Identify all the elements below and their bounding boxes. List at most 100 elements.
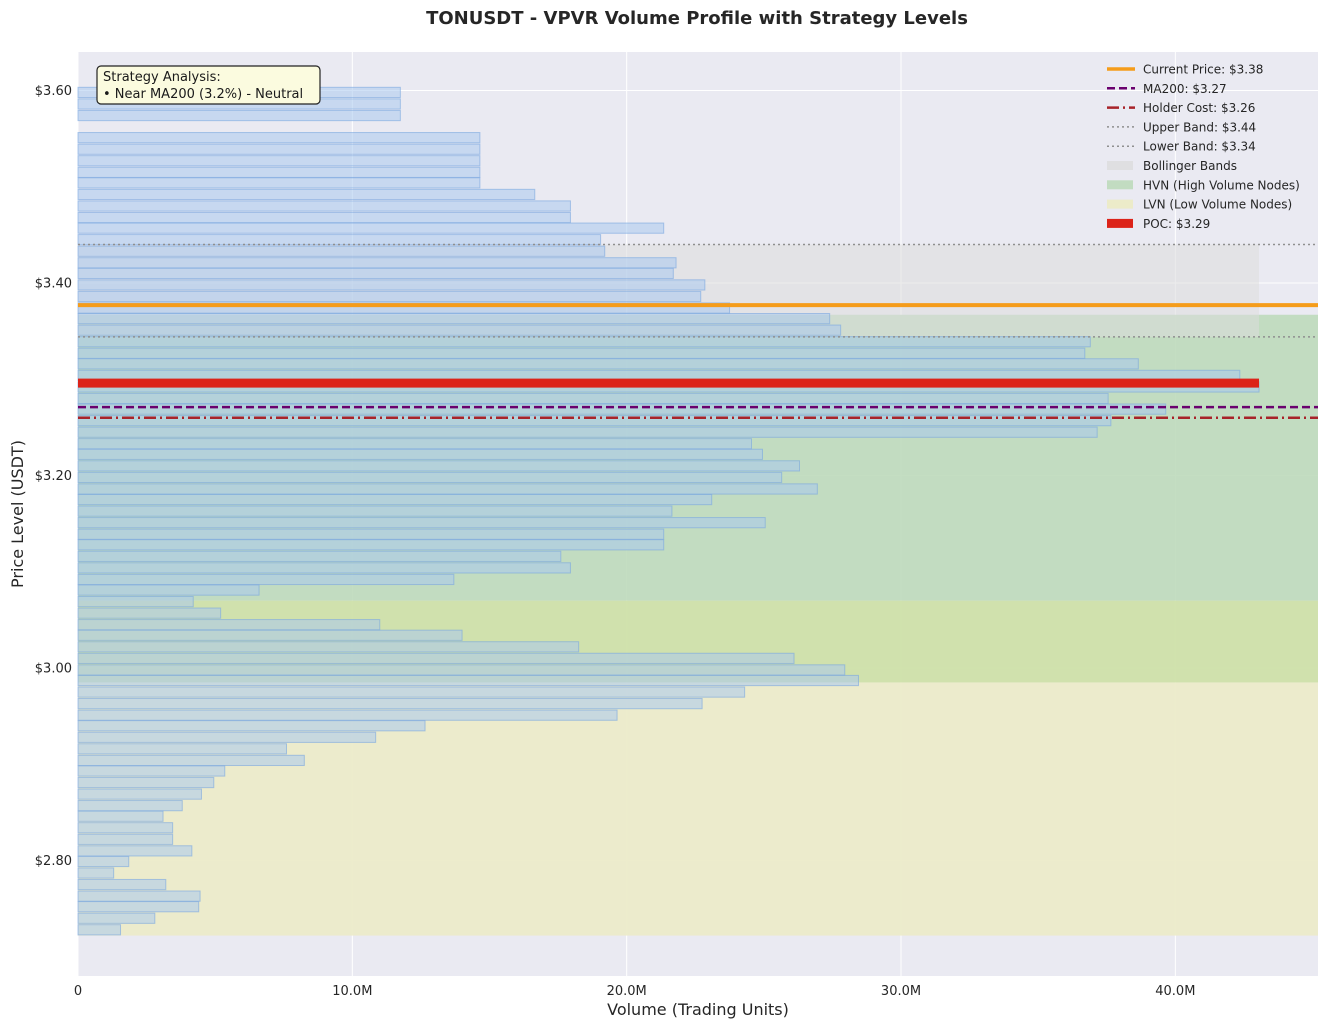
- level-lines: [78, 243, 1318, 419]
- volume-bar: [77, 855, 130, 868]
- volume-bar: [77, 595, 194, 608]
- volume-bar: [77, 132, 481, 144]
- volume-bar: [77, 788, 202, 800]
- volume-bar: [77, 709, 618, 721]
- y-tick-label: $3.00: [35, 662, 72, 677]
- legend-label-lower: Lower Band: $3.34: [1143, 140, 1256, 154]
- volume-bar: [77, 347, 1086, 359]
- y-tick-label: $3.40: [35, 277, 72, 292]
- volume-bar: [77, 267, 674, 279]
- x-tick-label: 20.0M: [607, 984, 647, 999]
- volume-bar: [77, 539, 665, 551]
- volume-bar: [77, 674, 859, 687]
- volume-bar: [77, 188, 536, 201]
- volume-bar: [77, 392, 1109, 405]
- volume-bar: [77, 222, 665, 234]
- legend-label-hvn: HVN (High Volume Nodes): [1143, 178, 1300, 192]
- x-tick-label: 0: [74, 984, 82, 999]
- legend-swatch-lvn: [1107, 199, 1133, 209]
- x-tick-label: 30.0M: [881, 984, 921, 999]
- volume-bar: [77, 584, 260, 596]
- volume-bar: [77, 166, 481, 178]
- volume-bars: [77, 86, 1260, 936]
- legend-label-current: Current Price: $3.38: [1143, 63, 1263, 77]
- volume-bar: [77, 403, 1167, 415]
- volume-bar: [77, 890, 201, 902]
- volume-bar: [77, 200, 571, 212]
- volume-bar: [77, 234, 602, 246]
- annotation-line-2: • Near MA200 (3.2%) - Neutral: [103, 87, 303, 102]
- volume-bar: [77, 912, 156, 924]
- volume-bar: [77, 822, 174, 834]
- legend-swatch-poc: [1107, 218, 1133, 228]
- volume-bar: [77, 143, 481, 155]
- volume-bar: [77, 279, 706, 291]
- poc-layer: [78, 378, 1260, 388]
- volume-bar: [77, 901, 200, 913]
- annotation-box: [96, 65, 321, 105]
- volume-bar: [77, 629, 463, 641]
- legend-swatch-hvn: [1107, 180, 1133, 190]
- legend-label-holder: Holder Cost: $3.26: [1143, 101, 1255, 115]
- volume-bar: [77, 845, 193, 857]
- y-axis-label: Price Level (USDT): [8, 440, 27, 588]
- volume-bar: [77, 743, 287, 755]
- volume-bar: [77, 720, 426, 732]
- y-tick-label: $3.20: [35, 469, 72, 484]
- volume-bar: [77, 109, 401, 122]
- volume-bar: [77, 528, 665, 540]
- volume-bar: [77, 505, 673, 517]
- volume-bar: [77, 483, 818, 495]
- volume-bar: [77, 765, 226, 777]
- volume-bar: [77, 641, 580, 653]
- volume-bar: [77, 358, 1139, 370]
- legend-label-bollinger: Bollinger Bands: [1143, 159, 1237, 173]
- volume-bar: [77, 652, 795, 664]
- volume-bar: [77, 800, 183, 812]
- volume-bar: [77, 493, 713, 506]
- volume-bar: [77, 426, 1098, 438]
- volume-bar: [77, 833, 174, 845]
- volume-bar: [77, 245, 606, 257]
- volume-bar: [77, 550, 562, 562]
- volume-bar: [77, 731, 377, 743]
- poc-bar: [78, 378, 1260, 388]
- volume-bar: [77, 562, 571, 574]
- volume-bar: [77, 448, 763, 460]
- x-tick-label: 10.0M: [332, 984, 372, 999]
- volume-bar: [77, 607, 222, 619]
- volume-bar: [77, 324, 842, 336]
- volume-bar: [77, 211, 571, 224]
- legend-label-lvn: LVN (Low Volume Nodes): [1143, 198, 1292, 212]
- volume-bar: [77, 438, 752, 450]
- volume-bar: [77, 313, 831, 325]
- volume-bar: [77, 177, 481, 189]
- legend-swatch-bollinger: [1107, 161, 1133, 170]
- volume-bar: [77, 619, 381, 631]
- volume-bar: [77, 698, 703, 710]
- strategy-annotation: Strategy Analysis: • Near MA200 (3.2%) -…: [96, 65, 321, 105]
- volume-bar: [77, 257, 677, 269]
- x-tick-label: 40.0M: [1155, 984, 1195, 999]
- volume-bar: [77, 810, 164, 822]
- volume-bar: [77, 776, 215, 789]
- volume-bar: [77, 155, 481, 167]
- volume-bar: [77, 686, 746, 698]
- legend-label-poc: POC: $3.29: [1143, 217, 1210, 231]
- volume-bar: [77, 517, 766, 529]
- volume-bar: [77, 415, 1112, 427]
- volume-bar: [77, 664, 846, 676]
- volume-bar: [77, 471, 783, 484]
- annotation-line-1: Strategy Analysis:: [103, 70, 221, 85]
- volume-bar: [77, 754, 305, 767]
- legend-label-ma200: MA200: $3.27: [1143, 82, 1227, 96]
- volume-bar: [77, 867, 115, 879]
- volume-bar: [77, 460, 801, 472]
- axis-ticks: 0 10.0M 20.0M 30.0M 40.0M $2.80 $3.00 $3.20 $3.4…: [35, 84, 1196, 999]
- legend: Current Price: $3.38 MA200: $3.27 Holder C…: [1107, 63, 1300, 231]
- volume-bar: [77, 336, 1091, 348]
- chart-title: TONUSDT - VPVR Volume Profile with Strat…: [426, 8, 968, 29]
- volume-bar: [77, 302, 731, 314]
- volume-bar: [77, 290, 702, 303]
